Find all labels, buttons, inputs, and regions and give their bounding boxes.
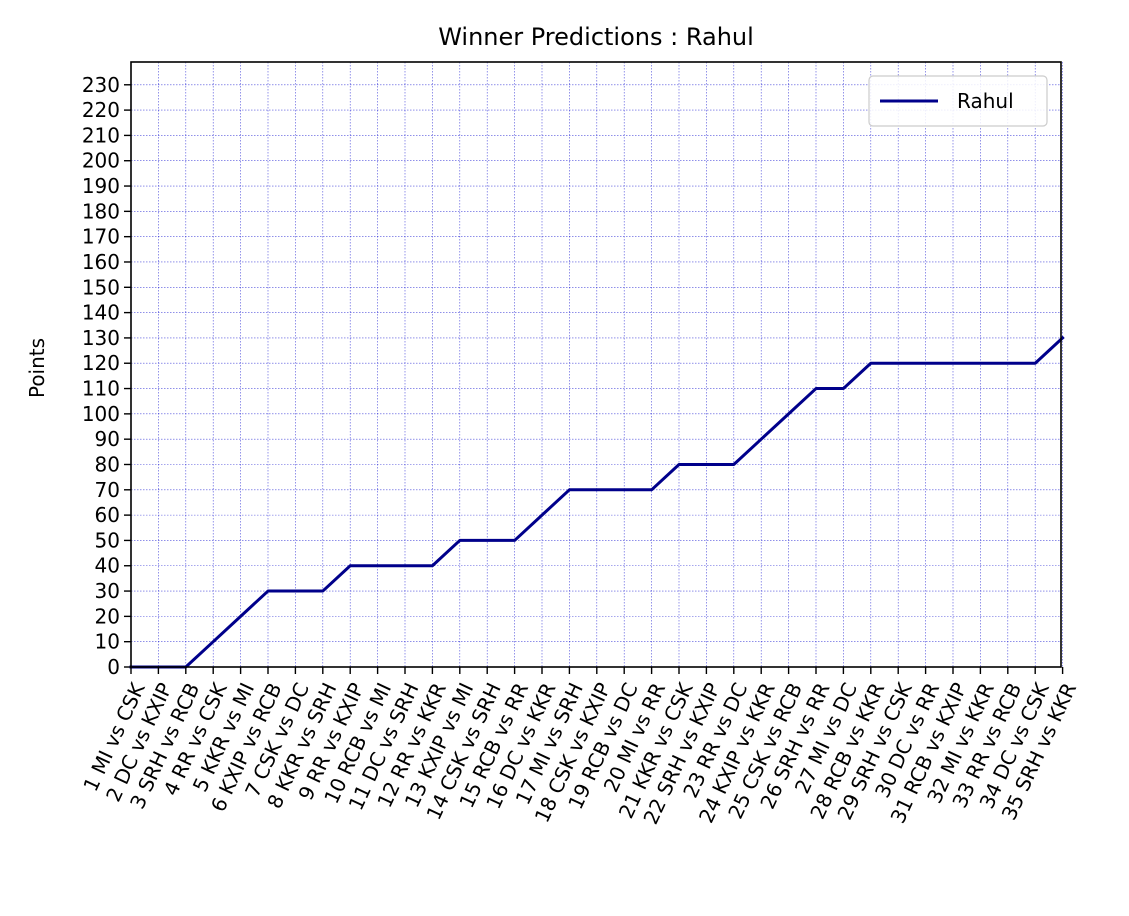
grid xyxy=(130,62,1063,668)
y-tick-label: 180 xyxy=(82,199,120,223)
y-tick-label: 190 xyxy=(82,174,120,198)
y-tick-label: 160 xyxy=(82,250,120,274)
y-tick-label: 100 xyxy=(82,402,120,426)
y-tick-label: 20 xyxy=(95,604,120,628)
series-layer xyxy=(129,335,1065,669)
y-tick-label: 200 xyxy=(82,149,120,173)
y-tick-label: 10 xyxy=(95,630,120,654)
y-tick-label: 220 xyxy=(82,98,120,122)
y-axis: 0102030405060708090100110120130140150160… xyxy=(82,73,131,679)
y-axis-label: Points xyxy=(25,338,49,398)
y-tick-label: 50 xyxy=(95,528,120,552)
legend: Rahul xyxy=(868,75,1048,127)
y-tick-label: 80 xyxy=(95,452,120,476)
y-tick-label: 150 xyxy=(82,275,120,299)
plot-frame xyxy=(130,61,1062,668)
y-tick-label: 210 xyxy=(82,123,120,147)
y-tick-label: 140 xyxy=(82,301,120,325)
y-tick-label: 90 xyxy=(95,427,120,451)
legend-label-rahul: Rahul xyxy=(957,89,1014,113)
chart-title: Winner Predictions : Rahul xyxy=(438,23,754,51)
y-tick-label: 0 xyxy=(107,655,120,679)
y-tick-label: 170 xyxy=(82,225,120,249)
legend-box xyxy=(868,75,1048,127)
y-tick-label: 40 xyxy=(95,554,120,578)
y-tick-label: 110 xyxy=(82,377,120,401)
y-tick-label: 130 xyxy=(82,326,120,350)
y-tick-label: 230 xyxy=(82,73,120,97)
y-tick-label: 60 xyxy=(95,503,120,527)
y-tick-label: 120 xyxy=(82,351,120,375)
y-tick-label: 70 xyxy=(95,478,120,502)
y-tick-label: 30 xyxy=(95,579,120,603)
